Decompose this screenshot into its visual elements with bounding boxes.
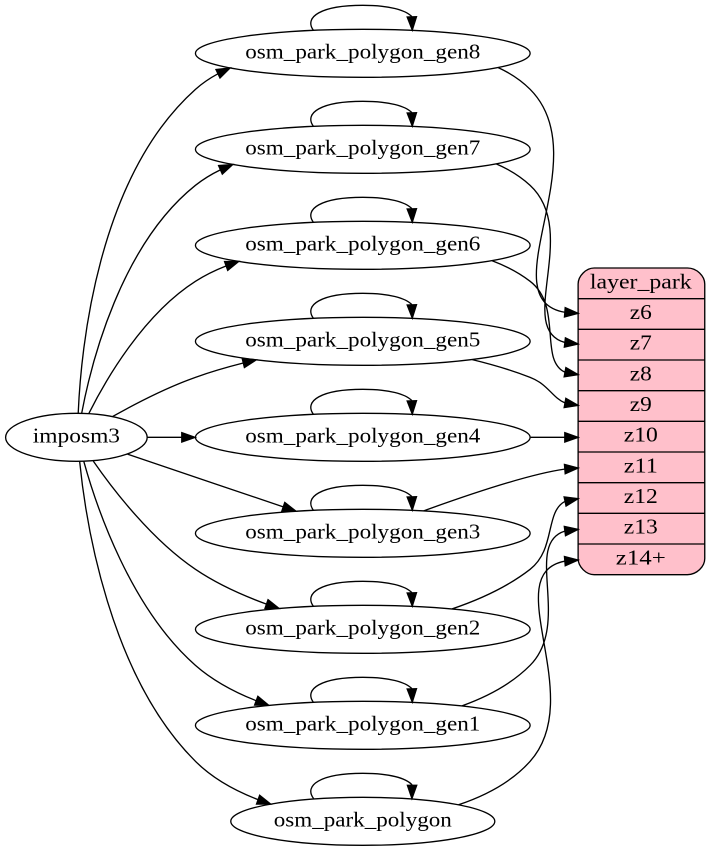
svg-text:osm_park_polygon_gen7: osm_park_polygon_gen7 (245, 135, 480, 159)
svg-text:z13: z13 (624, 515, 658, 539)
svg-text:osm_park_polygon: osm_park_polygon (274, 807, 453, 831)
svg-text:z10: z10 (624, 423, 658, 447)
svg-text:z14+: z14+ (616, 545, 666, 569)
svg-text:osm_park_polygon_gen8: osm_park_polygon_gen8 (245, 39, 480, 63)
svg-text:osm_park_polygon_gen1: osm_park_polygon_gen1 (245, 711, 480, 735)
svg-text:osm_park_polygon_gen4: osm_park_polygon_gen4 (245, 423, 481, 447)
svg-text:z12: z12 (624, 484, 658, 508)
svg-text:osm_park_polygon_gen3: osm_park_polygon_gen3 (245, 519, 480, 543)
svg-text:z11: z11 (624, 453, 658, 477)
svg-text:osm_park_polygon_gen5: osm_park_polygon_gen5 (245, 327, 480, 351)
svg-text:z8: z8 (630, 361, 652, 385)
svg-text:osm_park_polygon_gen6: osm_park_polygon_gen6 (245, 231, 480, 255)
svg-text:osm_park_polygon_gen2: osm_park_polygon_gen2 (245, 615, 480, 639)
svg-text:z7: z7 (630, 331, 652, 355)
svg-text:z6: z6 (630, 300, 652, 324)
svg-text:z9: z9 (630, 392, 652, 416)
svg-text:layer_park: layer_park (590, 269, 692, 293)
svg-text:imposm3: imposm3 (33, 423, 120, 447)
